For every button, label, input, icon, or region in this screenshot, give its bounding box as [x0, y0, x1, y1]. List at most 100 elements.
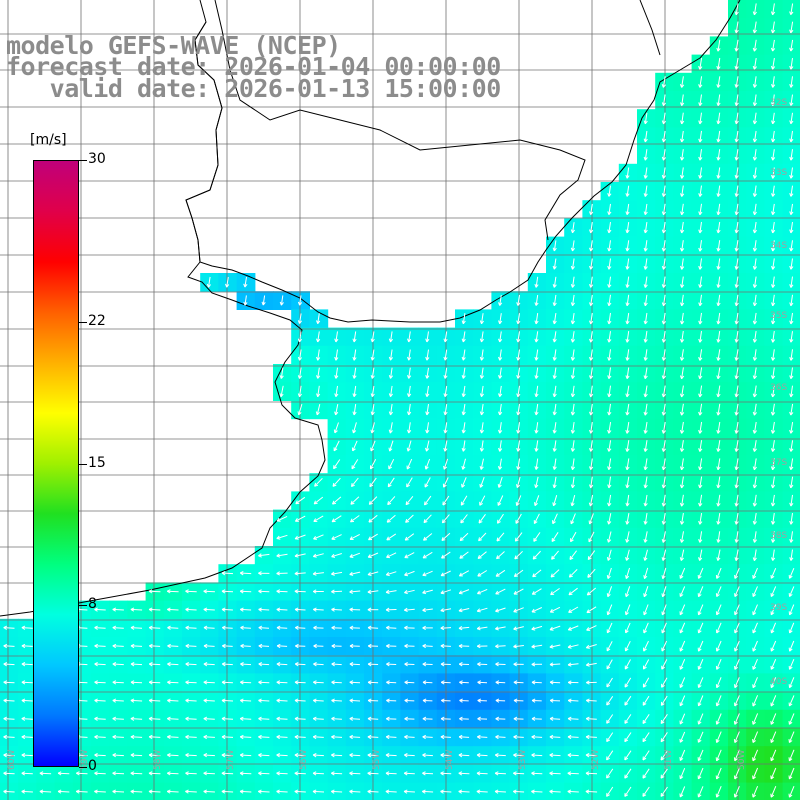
wind-arrow — [368, 533, 378, 541]
wind-arrow — [752, 659, 758, 670]
wind-arrow — [388, 440, 394, 452]
wind-arrow — [624, 695, 632, 706]
wind-arrow — [477, 570, 488, 577]
wind-arrow — [388, 458, 395, 470]
wind-arrow — [586, 587, 597, 596]
wind-arrow — [552, 495, 558, 507]
wind-arrow — [734, 531, 739, 543]
wind-arrow — [479, 477, 485, 488]
wind-arrow — [734, 3, 739, 16]
wind-arrow — [625, 458, 630, 471]
wind-arrow — [221, 716, 234, 721]
wind-arrow — [276, 589, 288, 594]
wind-arrow — [148, 716, 161, 721]
wind-arrow — [440, 608, 452, 613]
wind-arrow — [771, 513, 776, 525]
wind-arrow — [679, 458, 685, 471]
border-north — [639, 0, 661, 56]
wind-arrow — [679, 421, 685, 434]
wind-arrow — [771, 312, 776, 325]
wind-arrow — [130, 698, 143, 703]
wind-arrow — [625, 586, 631, 598]
wind-arrow — [423, 514, 432, 524]
wind-arrow — [643, 312, 648, 325]
wind-arrow — [607, 440, 612, 452]
wind-arrow — [588, 531, 595, 543]
wind-arrow — [313, 680, 324, 685]
wind-arrow — [607, 276, 612, 288]
longitude-label: 58W — [153, 750, 163, 770]
wind-arrow — [660, 714, 668, 724]
wind-arrow — [771, 130, 776, 143]
wind-arrow — [698, 385, 703, 398]
wind-arrow — [589, 367, 594, 380]
wind-arrow — [516, 367, 521, 379]
wind-arrow — [3, 734, 15, 740]
wind-arrow — [203, 698, 215, 703]
wind-arrow — [423, 533, 433, 541]
wind-arrow — [734, 331, 739, 343]
wind-arrow — [734, 258, 739, 270]
wind-arrow — [734, 640, 740, 652]
wind-arrow — [294, 589, 306, 594]
wind-arrow — [643, 494, 648, 507]
wind-arrow — [497, 495, 504, 506]
wind-arrow — [752, 458, 757, 471]
wind-arrow — [516, 403, 521, 416]
wind-arrow — [498, 294, 503, 306]
wind-arrow — [185, 698, 197, 703]
wind-arrow — [679, 695, 686, 707]
wind-arrow — [203, 607, 215, 612]
wind-arrow — [422, 716, 433, 721]
wind-arrow — [352, 349, 357, 361]
wind-arrow — [789, 112, 794, 125]
wind-arrow — [479, 495, 486, 506]
wind-arrow — [294, 607, 306, 612]
wind-arrow — [771, 258, 776, 270]
wind-arrow — [386, 662, 397, 667]
wind-arrow — [625, 567, 630, 579]
wind-arrow — [550, 587, 560, 596]
wind-arrow — [661, 185, 666, 197]
wind-arrow — [624, 714, 632, 724]
wind-arrow — [788, 640, 795, 652]
wind-arrow — [589, 222, 594, 234]
wind-arrow — [789, 513, 794, 525]
wind-arrow — [370, 367, 375, 379]
wind-arrow — [771, 76, 776, 88]
wind-arrow — [680, 203, 685, 216]
wind-arrow — [752, 240, 757, 252]
wind-arrow — [570, 494, 576, 507]
wind-arrow — [94, 734, 106, 740]
wind-arrow — [752, 21, 757, 34]
wind-arrow — [407, 349, 412, 361]
wind-arrow — [498, 404, 503, 416]
wind-arrow — [351, 477, 359, 488]
wind-arrow — [586, 680, 597, 685]
wind-arrow — [422, 607, 433, 613]
wind-arrow — [607, 240, 612, 252]
wind-arrow — [716, 440, 721, 452]
wind-arrow — [167, 716, 179, 721]
wind-arrow — [185, 607, 197, 612]
wind-arrow — [534, 385, 539, 398]
wind-arrow — [240, 607, 252, 612]
wind-arrow — [643, 222, 648, 234]
wind-arrow — [425, 440, 430, 452]
wind-arrow — [167, 734, 179, 740]
wind-arrow — [660, 695, 668, 706]
wind-arrow — [734, 76, 739, 88]
wind-arrow — [370, 422, 375, 434]
wind-vectors — [3, 3, 795, 798]
wind-arrow — [422, 698, 433, 703]
wind-arrow — [332, 477, 341, 487]
wind-arrow — [642, 714, 650, 724]
wind-arrow — [607, 403, 612, 416]
wind-arrow — [734, 421, 739, 434]
wind-arrow — [752, 94, 757, 106]
wind-arrow — [679, 385, 685, 398]
wind-arrow — [112, 643, 124, 649]
latitude-label: 39S — [770, 603, 787, 613]
colorbar-label-4: 0 — [88, 758, 97, 774]
wind-arrow — [552, 294, 557, 307]
